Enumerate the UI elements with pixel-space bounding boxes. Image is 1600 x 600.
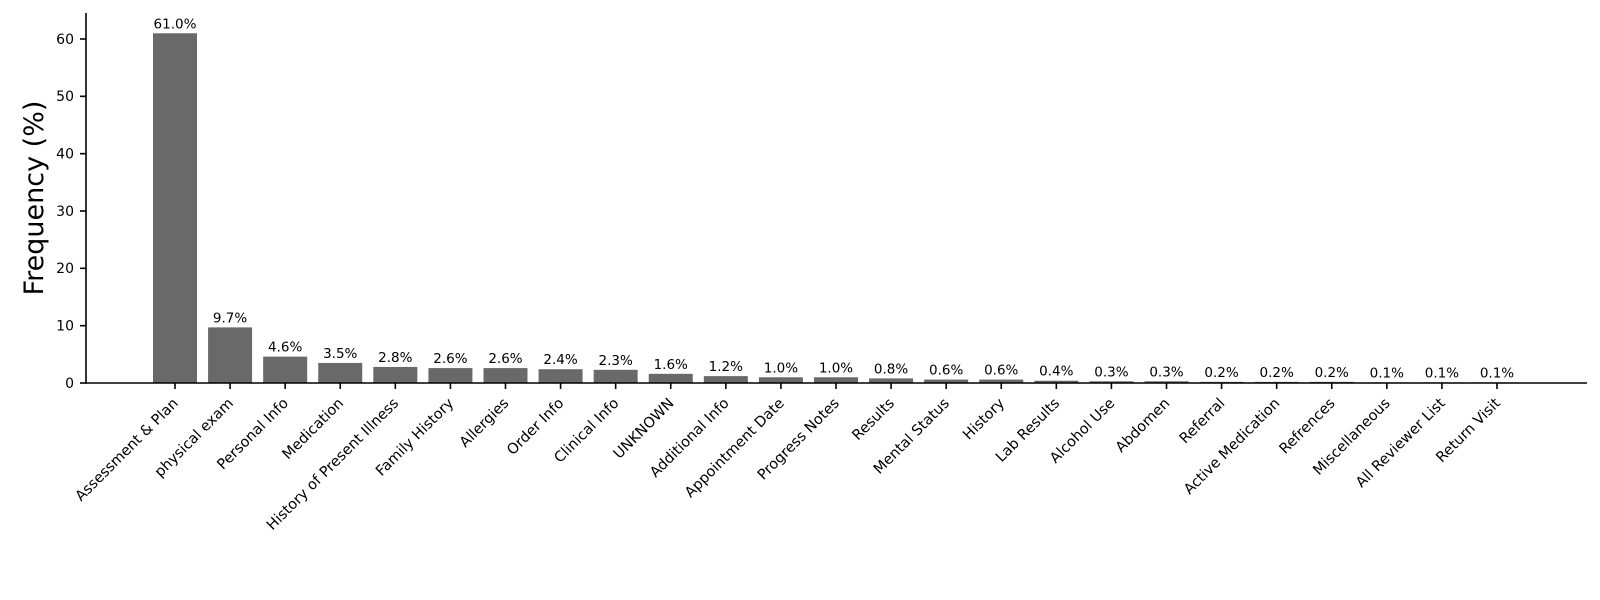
x-tick-label: Results — [850, 396, 898, 444]
y-tick-label: 60 — [56, 32, 74, 48]
bar — [924, 379, 969, 383]
bar-value-label: 0.6% — [929, 363, 963, 379]
y-tick-label: 50 — [56, 89, 74, 105]
axes-layer — [80, 13, 1587, 389]
bar-value-label: 2.6% — [488, 351, 522, 367]
bar — [483, 368, 528, 383]
y-tick-label: 40 — [56, 147, 74, 163]
bar — [869, 378, 914, 383]
bars-layer — [153, 33, 1519, 384]
x-tick-label: Referral — [1177, 396, 1229, 448]
bar-value-label: 0.8% — [874, 361, 908, 377]
x-tick-label: Active Medication — [1181, 396, 1283, 498]
bar — [208, 327, 253, 383]
bar — [1144, 381, 1189, 383]
y-tick-label: 0 — [65, 376, 74, 392]
x-tick-label: Assessment & Plan — [73, 396, 182, 505]
bar-value-label: 0.2% — [1204, 365, 1238, 381]
y-tick-label: 20 — [56, 261, 74, 277]
bar-value-label: 1.6% — [654, 357, 688, 373]
y-axis-title: Frequency (%) — [19, 101, 50, 296]
bar-value-label: 61.0% — [154, 16, 197, 32]
x-tick-label: History — [960, 395, 1008, 443]
x-tick-label: Allergies — [457, 396, 512, 451]
y-tick-label: 30 — [56, 204, 74, 220]
bar-value-label: 3.5% — [323, 346, 357, 362]
bar-value-label: 2.3% — [599, 353, 633, 369]
bar — [813, 377, 858, 383]
value-labels-layer: 61.0% 9.7% 4.6% 3.5% 2.8% 2.6% 2.6% 2.4% 2.3% 1.6… — [154, 16, 1515, 381]
bar-value-label: 0.1% — [1480, 365, 1514, 381]
bar — [263, 356, 308, 383]
x-tick-label: Appointment Date — [682, 395, 788, 501]
bar — [648, 373, 693, 383]
bar — [1089, 381, 1134, 383]
bar-value-label: 0.2% — [1260, 365, 1294, 381]
bar — [153, 33, 197, 384]
bar — [703, 376, 748, 383]
bar-value-label: 0.6% — [984, 363, 1018, 379]
bar-value-label: 0.1% — [1425, 365, 1459, 381]
bar-value-label: 0.3% — [1094, 364, 1128, 380]
bar-value-label: 0.4% — [1039, 364, 1073, 380]
bar-value-label: 0.1% — [1370, 365, 1404, 381]
bar-value-label: 1.0% — [764, 360, 798, 376]
bar-value-label: 2.4% — [543, 352, 577, 368]
bar — [318, 362, 363, 383]
bar — [758, 377, 803, 383]
bar — [593, 369, 638, 383]
bar — [1034, 380, 1079, 383]
bar — [373, 366, 418, 383]
bar — [979, 379, 1024, 383]
bar-value-label: 9.7% — [213, 310, 247, 326]
bar-value-label: 4.6% — [268, 340, 302, 356]
bar-value-label: 1.2% — [709, 359, 743, 375]
bar-value-label: 2.6% — [433, 351, 467, 367]
bar-value-label: 1.0% — [819, 360, 853, 376]
x-tick-label: Abdomen — [1113, 396, 1173, 456]
bar — [428, 368, 473, 383]
bar-value-label: 0.3% — [1149, 364, 1183, 380]
y-tick-labels-layer: 0 10 20 30 40 50 60 — [56, 32, 74, 392]
bar — [538, 369, 583, 383]
bar-value-label: 2.8% — [378, 350, 412, 366]
y-tick-label: 10 — [56, 319, 74, 335]
bar-value-label: 0.2% — [1315, 365, 1349, 381]
